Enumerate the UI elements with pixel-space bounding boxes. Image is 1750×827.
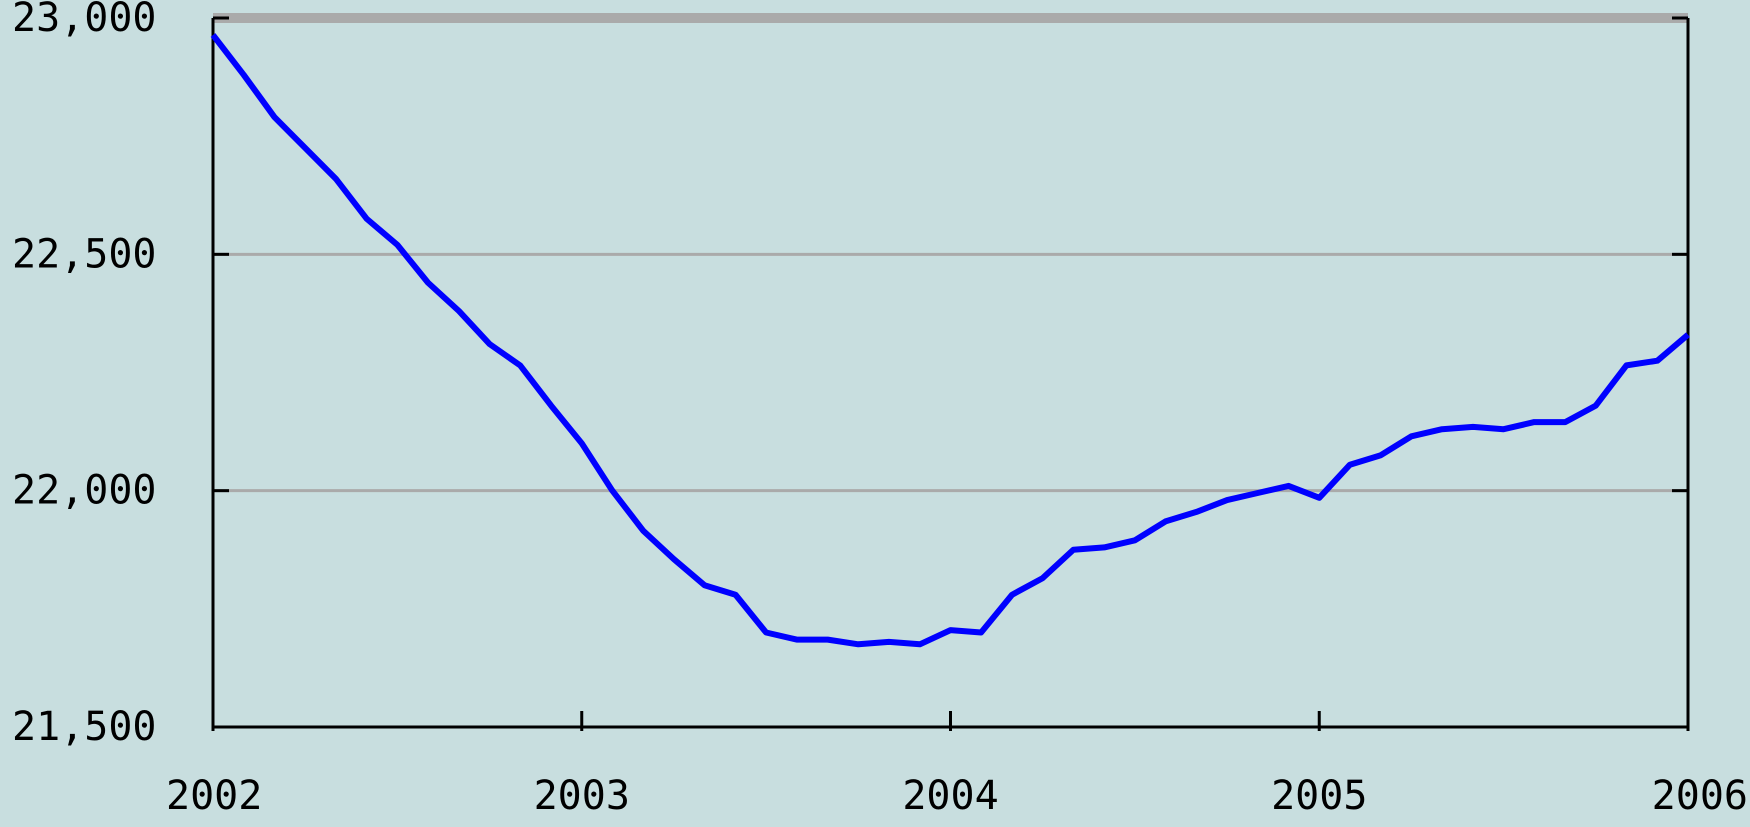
y-tick-label: 22,500 xyxy=(12,231,157,277)
x-tick-label: 2004 xyxy=(902,773,998,819)
data-line xyxy=(210,33,1690,648)
y-tick-label: 21,500 xyxy=(12,704,157,750)
x-tick-label: 2003 xyxy=(534,773,630,819)
x-tick-label: 2005 xyxy=(1271,773,1367,819)
y-tick-label: 23,000 xyxy=(12,0,157,41)
y-tick-label: 22,000 xyxy=(12,468,157,514)
x-tick-label: 2002 xyxy=(166,773,262,819)
x-tick-label: 2006 xyxy=(1652,773,1748,819)
